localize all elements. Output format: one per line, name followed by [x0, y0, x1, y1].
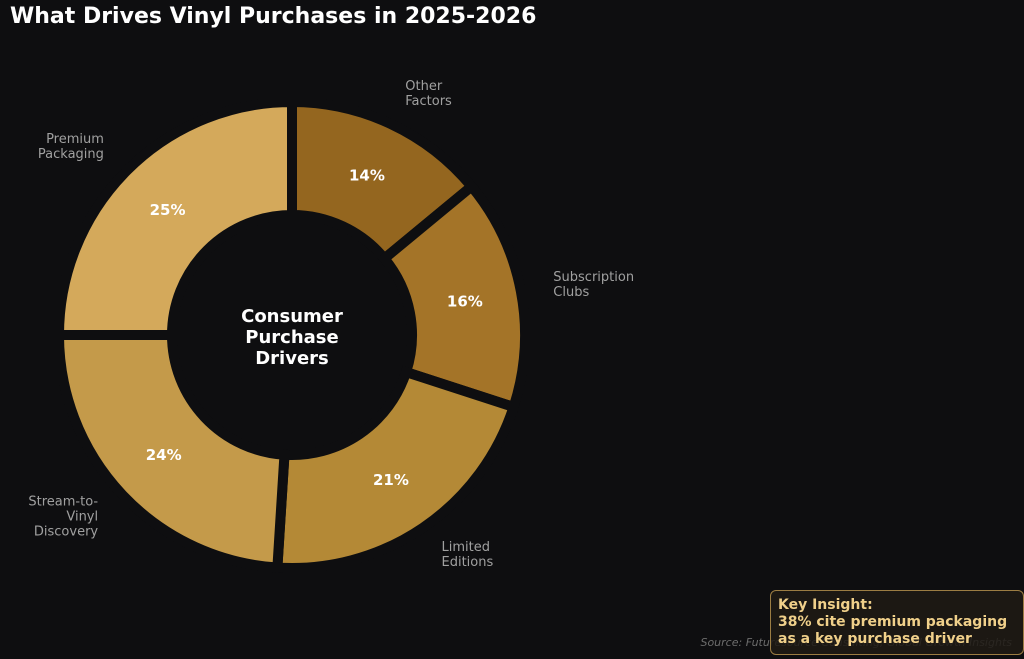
- value-label: 24%: [146, 446, 182, 464]
- category-label: Subscription Clubs: [553, 270, 635, 301]
- chart-title: What Drives Vinyl Purchases in 2025-2026: [10, 4, 537, 29]
- wedge: [377, 179, 530, 414]
- category-label: Stream-to-Vinyl Discovery: [28, 494, 99, 540]
- annotation: Key Insight: 38% cite premium packaging …: [770, 590, 1024, 655]
- center-label: Consumer Purchase Drivers: [241, 306, 343, 369]
- value-label: 14%: [349, 166, 385, 184]
- value-label: 25%: [150, 201, 186, 219]
- category-label: Other Factors: [405, 79, 452, 110]
- wedge: [53, 96, 297, 340]
- wedge: [272, 365, 520, 573]
- category-label: Premium Packaging: [37, 131, 104, 162]
- wedge: [53, 330, 290, 573]
- category-label: Limited Editions: [441, 540, 494, 570]
- value-label: 21%: [373, 471, 409, 489]
- value-label: 16%: [447, 293, 483, 311]
